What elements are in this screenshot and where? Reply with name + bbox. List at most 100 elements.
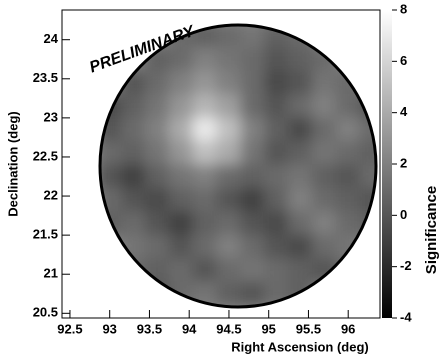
heat-cell bbox=[216, 47, 242, 72]
heat-cell bbox=[288, 117, 313, 142]
heat-cell bbox=[335, 187, 361, 213]
y-tick-label: 22.5 bbox=[33, 148, 58, 163]
heat-cell bbox=[311, 117, 337, 142]
sky-boundary bbox=[98, 23, 378, 309]
x-tick-label: 92.5 bbox=[57, 321, 82, 336]
heat-cell bbox=[168, 70, 194, 95]
heat-cell bbox=[216, 281, 242, 306]
heat-cell bbox=[311, 140, 337, 166]
heat-cell bbox=[192, 140, 218, 166]
heat-cell bbox=[335, 93, 361, 119]
colorbar-tick-label: -2 bbox=[400, 258, 412, 273]
heat-cell bbox=[311, 70, 337, 95]
colorbar-tick-label: 2 bbox=[400, 155, 407, 170]
heat-cell bbox=[100, 164, 123, 189]
heat-cell bbox=[192, 117, 218, 142]
heat-cell bbox=[144, 70, 170, 95]
heat-cell bbox=[216, 164, 242, 189]
heat-cell bbox=[144, 117, 170, 142]
colorbar-tick-label: 4 bbox=[400, 104, 408, 119]
heat-cell bbox=[121, 187, 146, 213]
heat-cell bbox=[264, 117, 290, 142]
heat-cell bbox=[240, 258, 266, 283]
heat-cell bbox=[144, 187, 170, 213]
colorbar-tick-label: 6 bbox=[400, 53, 407, 68]
x-axis-label: Right Ascension (deg) bbox=[231, 339, 368, 354]
heat-cell bbox=[121, 211, 146, 236]
heat-cell bbox=[240, 164, 266, 189]
heat-cell bbox=[335, 164, 361, 189]
heat-cell bbox=[192, 93, 218, 119]
heat-cell bbox=[264, 93, 290, 119]
heat-cell bbox=[359, 164, 376, 189]
heat-cell bbox=[311, 164, 337, 189]
x-tick-label: 95 bbox=[261, 321, 275, 336]
heat-cell bbox=[288, 187, 313, 213]
heat-cell bbox=[192, 211, 218, 236]
heat-cell bbox=[192, 234, 218, 260]
heat-cell bbox=[264, 164, 290, 189]
y-tick-label: 22 bbox=[44, 187, 58, 202]
heat-cell bbox=[264, 211, 290, 236]
heat-cell bbox=[144, 140, 170, 166]
heat-cell bbox=[264, 258, 290, 283]
y-tick-label: 21.5 bbox=[33, 227, 58, 242]
colorbar bbox=[382, 10, 392, 318]
heat-cell bbox=[288, 70, 313, 95]
heat-cell bbox=[335, 211, 361, 236]
y-tick-label: 21 bbox=[44, 266, 58, 281]
heat-cell bbox=[216, 258, 242, 283]
heat-cell bbox=[264, 140, 290, 166]
x-tick-label: 93.5 bbox=[137, 321, 162, 336]
heat-cell bbox=[168, 140, 194, 166]
heat-cell bbox=[288, 258, 313, 283]
x-tick-label: 94 bbox=[182, 321, 197, 336]
x-tick-label: 93 bbox=[102, 321, 116, 336]
heat-cell bbox=[216, 140, 242, 166]
heat-cell bbox=[216, 234, 242, 260]
heat-cell bbox=[264, 70, 290, 95]
heat-cell bbox=[240, 93, 266, 119]
heat-cell bbox=[264, 187, 290, 213]
heat-cell bbox=[288, 164, 313, 189]
y-tick-label: 23.5 bbox=[33, 70, 58, 85]
heat-cell bbox=[192, 70, 218, 95]
colorbar-label: Significance bbox=[423, 186, 440, 274]
y-axis-label: Declination (deg) bbox=[5, 111, 20, 216]
heat-cell bbox=[168, 47, 194, 72]
x-tick-label: 96 bbox=[341, 321, 355, 336]
heat-cell bbox=[121, 140, 146, 166]
heat-cell bbox=[144, 211, 170, 236]
heat-cell bbox=[192, 258, 218, 283]
heat-cell bbox=[216, 211, 242, 236]
heat-cell bbox=[121, 117, 146, 142]
y-tick-label: 24 bbox=[44, 31, 59, 46]
heat-cell bbox=[168, 117, 194, 142]
heat-cell bbox=[144, 93, 170, 119]
heat-cell bbox=[311, 234, 337, 260]
heat-cell bbox=[121, 164, 146, 189]
heat-cell bbox=[240, 211, 266, 236]
heat-cell bbox=[335, 117, 361, 142]
heat-cell bbox=[144, 164, 170, 189]
heat-cell bbox=[216, 25, 242, 49]
heat-cell bbox=[240, 117, 266, 142]
heat-cell bbox=[240, 234, 266, 260]
heat-cell bbox=[288, 211, 313, 236]
heat-cell bbox=[240, 140, 266, 166]
heat-cell bbox=[216, 70, 242, 95]
x-tick-label: 95.5 bbox=[296, 321, 321, 336]
y-tick-label: 20.5 bbox=[33, 305, 58, 320]
heat-cell bbox=[311, 93, 337, 119]
heat-cell bbox=[288, 140, 313, 166]
heat-cell bbox=[216, 117, 242, 142]
heat-cell bbox=[288, 93, 313, 119]
heat-cell bbox=[240, 70, 266, 95]
heat-cell bbox=[168, 211, 194, 236]
heat-cell bbox=[121, 93, 146, 119]
heat-cell bbox=[311, 211, 337, 236]
heat-cell bbox=[288, 47, 313, 72]
heat-cell bbox=[192, 47, 218, 72]
heat-cell bbox=[168, 258, 194, 283]
colorbar-tick-label: 8 bbox=[400, 1, 407, 16]
